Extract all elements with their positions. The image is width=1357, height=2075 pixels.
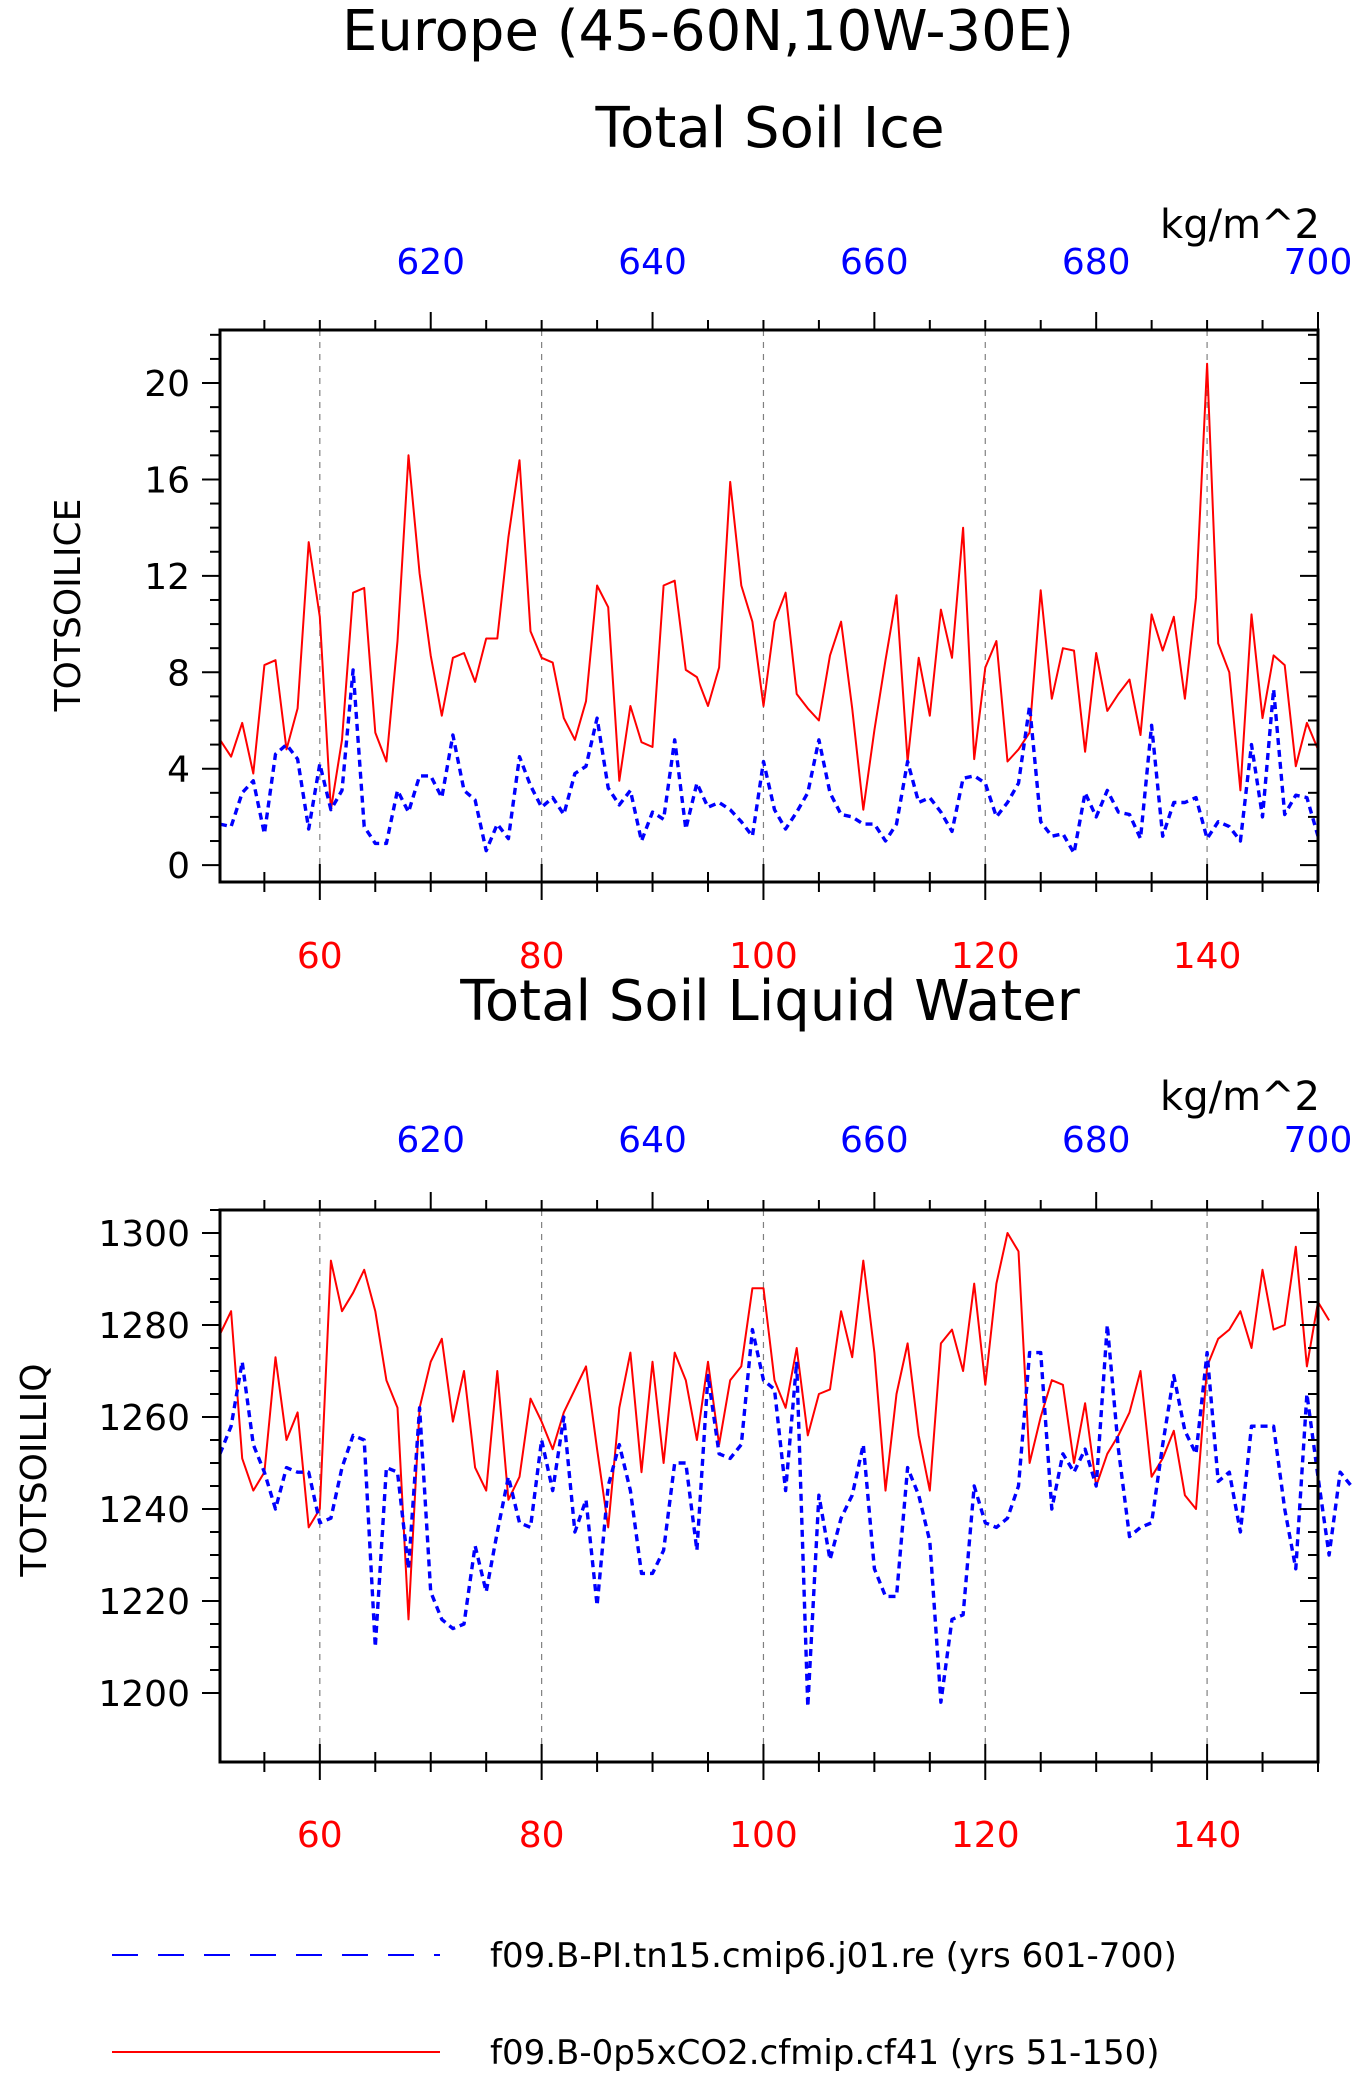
y-tick-label-soil-liquid-1: 1220 [98, 1582, 190, 1623]
y-tick-label-soil-liquid-0: 1200 [98, 1674, 190, 1715]
y-tick-label-soil-ice-0: 0 [167, 846, 190, 887]
x-top-tick-label-soil-liquid-1: 640 [618, 1120, 687, 1161]
y-tick-label-soil-liquid-2: 1240 [98, 1490, 190, 1531]
panel-title-soil-ice: Total Soil Ice [594, 96, 944, 161]
x-top-tick-label-soil-liquid-2: 660 [840, 1120, 909, 1161]
x-bottom-tick-label-soil-ice-3: 120 [951, 936, 1020, 977]
x-bottom-tick-label-soil-liquid-3: 120 [951, 1815, 1020, 1856]
x-top-tick-label-soil-ice-4: 700 [1284, 242, 1353, 283]
series-line-soil-liquid-pi-control [218, 1323, 1353, 1709]
panel-soil-liquid: Total Soil Liquid Water kg/m^2 TOTSOILLI… [14, 969, 1353, 1856]
panel-soil-ice: Total Soil Ice kg/m^2 TOTSOILICE 60 80 100… [48, 96, 1352, 977]
x-bottom-tick-label-soil-liquid-0: 60 [297, 1815, 343, 1856]
y-tick-label-soil-ice-5: 20 [144, 364, 190, 405]
plot-area-soil-ice: 60 80 100 120 140 620 640 660 680 700 0 4 8 12 16 20 [144, 242, 1352, 977]
x-top-tick-label-soil-ice-3: 680 [1062, 242, 1131, 283]
plot-area-soil-liquid: 60 80 100 120 140 620 640 660 680 700 1200 1220 1240… [98, 1120, 1353, 1856]
x-top-tick-label-soil-liquid-4: 700 [1284, 1120, 1353, 1161]
panel-title-soil-liquid: Total Soil Liquid Water [459, 969, 1081, 1034]
units-label-soil-liquid: kg/m^2 [1160, 1074, 1320, 1120]
x-bottom-tick-label-soil-ice-4: 140 [1173, 936, 1242, 977]
y-tick-label-soil-ice-4: 16 [144, 460, 190, 501]
y-tick-label-soil-ice-2: 8 [167, 653, 190, 694]
y-tick-label-soil-ice-1: 4 [167, 750, 190, 791]
x-bottom-tick-label-soil-liquid-1: 80 [519, 1815, 565, 1856]
series-line-soil-liquid-half-co2 [219, 1232, 1330, 1621]
x-top-tick-label-soil-liquid-3: 680 [1062, 1120, 1131, 1161]
y-tick-label-soil-liquid-4: 1280 [98, 1306, 190, 1347]
plot-frame-soil-ice [218, 328, 1320, 884]
x-bottom-tick-label-soil-liquid-2: 100 [729, 1815, 798, 1856]
legend: f09.B-PI.tn15.cmip6.j01.re (yrs 601-700)… [112, 1936, 1177, 2073]
y-tick-label-soil-liquid-5: 1300 [98, 1214, 190, 1255]
series-line-soil-ice-pi-control [219, 668, 1320, 855]
y-tick-label-soil-ice-3: 12 [144, 557, 190, 598]
x-bottom-tick-label-soil-ice-1: 80 [519, 936, 565, 977]
y-tick-label-soil-liquid-3: 1260 [98, 1398, 190, 1439]
figure-title: Europe (45-60N,10W-30E) [342, 0, 1074, 64]
units-label-soil-ice: kg/m^2 [1160, 202, 1320, 248]
x-bottom-tick-label-soil-liquid-4: 140 [1173, 1815, 1242, 1856]
legend-label-half-co2: f09.B-0p5xCO2.cfmip.cf41 (yrs 51-150) [490, 2033, 1159, 2073]
x-top-tick-label-soil-ice-0: 620 [396, 242, 465, 283]
y-axis-label-soil-liquid: TOTSOILLIQ [14, 1363, 55, 1577]
y-axis-label-soil-ice: TOTSOILICE [48, 499, 89, 713]
x-bottom-tick-label-soil-ice-0: 60 [297, 936, 343, 977]
legend-label-pi-control: f09.B-PI.tn15.cmip6.j01.re (yrs 601-700) [490, 1936, 1177, 1976]
x-top-tick-label-soil-ice-2: 660 [840, 242, 909, 283]
x-bottom-tick-label-soil-ice-2: 100 [729, 936, 798, 977]
series-line-soil-ice-half-co2 [219, 362, 1319, 811]
x-top-tick-label-soil-liquid-0: 620 [396, 1120, 465, 1161]
x-top-tick-label-soil-ice-1: 640 [618, 242, 687, 283]
